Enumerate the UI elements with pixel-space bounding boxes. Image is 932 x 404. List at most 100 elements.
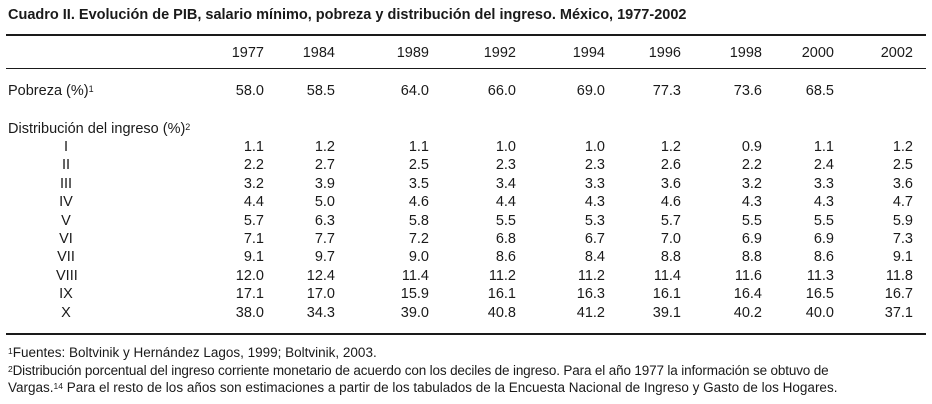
year-header-1998: 1998 [729, 45, 762, 61]
table-cell: 2.7 [314, 157, 335, 174]
table-cell: 3.4 [495, 175, 516, 192]
table-cell: 16.4 [733, 286, 762, 303]
poverty-cell: 64.0 [400, 83, 429, 99]
decile-label: IV [59, 194, 73, 211]
table-cell: 41.2 [576, 304, 605, 321]
decile-label: V [61, 212, 71, 229]
distribution-label: Distribución del ingreso (%)2 [8, 121, 191, 137]
table-cell: 7.7 [314, 231, 335, 247]
table-cell: 9.1 [892, 249, 913, 266]
decile-label: VII [57, 249, 75, 266]
table-cell: 3.2 [243, 175, 264, 192]
table-cell: 11.8 [885, 267, 913, 284]
table-cell: 11.3 [806, 267, 834, 284]
table-cell: 5.8 [408, 212, 429, 229]
table-cell: 37.1 [884, 304, 913, 321]
table-cell: 3.3 [584, 175, 605, 192]
table-cell: 1.0 [584, 139, 605, 155]
table-cell: 2.4 [813, 157, 834, 174]
table-cell: 9.0 [408, 249, 429, 266]
table-cell: 12.0 [235, 267, 264, 284]
year-header-1984: 1984 [302, 45, 335, 61]
poverty-cell: 73.6 [733, 83, 762, 99]
table-cell: 4.3 [741, 194, 762, 211]
table-cell: 16.1 [487, 286, 516, 303]
table-cell: 4.3 [813, 194, 834, 211]
year-header-1994: 1994 [572, 45, 605, 61]
table-cell: 1.1 [408, 139, 429, 155]
table-cell: 17.0 [306, 286, 335, 303]
table-cell: 6.9 [741, 231, 762, 247]
table-cell: 3.6 [892, 175, 913, 192]
table-cell: 1.1 [813, 139, 834, 155]
table-cell: 2.2 [741, 157, 762, 174]
table-cell: 7.1 [243, 231, 264, 247]
table-cell: 11.2 [577, 267, 605, 284]
top-rule [6, 34, 926, 36]
table-cell: 17.1 [235, 286, 264, 303]
table-cell: 3.9 [314, 175, 335, 192]
table-cell: 34.3 [306, 304, 335, 321]
table-cell: 1.1 [243, 139, 264, 155]
table-cell: 5.5 [741, 212, 762, 229]
decile-label: IX [59, 286, 73, 303]
table-cell: 4.6 [408, 194, 429, 211]
decile-label: II [61, 157, 71, 174]
table-cell: 4.6 [660, 194, 681, 211]
table-cell: 11.4 [653, 267, 681, 284]
year-header-1996: 1996 [648, 45, 681, 61]
table-cell: 16.5 [805, 286, 834, 303]
decile-label: III [59, 175, 73, 192]
decile-label: I [63, 139, 69, 155]
table-cell: 6.9 [813, 231, 834, 247]
table-cell: 5.3 [584, 212, 605, 229]
table-cell: 5.5 [495, 212, 516, 229]
table-cell: 8.8 [660, 249, 681, 266]
header-rule [6, 68, 926, 69]
table-cell: 1.2 [892, 139, 913, 155]
decile-label: X [61, 304, 71, 321]
table-cell: 7.2 [408, 231, 429, 247]
footnote-2-line-1: 2Distribución porcentual del ingreso cor… [8, 362, 829, 378]
table-cell: 11.6 [734, 267, 762, 284]
table-cell: 9.1 [243, 249, 264, 266]
table-cell: 5.5 [813, 212, 834, 229]
table-title: Cuadro II. Evolución de PIB, salario mín… [8, 7, 687, 23]
table-cell: 2.2 [243, 157, 264, 174]
decile-label: VIII [56, 267, 78, 284]
table-cell: 4.7 [892, 194, 913, 211]
footnotes: 1Fuentes: Boltvinik y Hernández Lagos, 1… [8, 344, 926, 397]
poverty-cell: 68.5 [805, 83, 834, 99]
table-cell: 15.9 [400, 286, 429, 303]
table-cell: 1.2 [314, 139, 335, 155]
year-header-1977: 1977 [231, 45, 264, 61]
table-cell: 7.3 [892, 231, 913, 247]
table-cell: 8.6 [495, 249, 516, 266]
table-cell: 8.4 [584, 249, 605, 266]
table-cell: 0.9 [741, 139, 762, 155]
table-cell: 2.5 [892, 157, 913, 174]
year-header-2000: 2000 [801, 45, 834, 61]
poverty-label: Pobreza (%)1 [8, 83, 94, 99]
table-cell: 8.6 [813, 249, 834, 266]
table-cell: 4.4 [243, 194, 264, 211]
table-cell: 4.4 [495, 194, 516, 211]
table-cell: 3.6 [660, 175, 681, 192]
table-cell: 39.0 [400, 304, 429, 321]
table-cell: 5.7 [660, 212, 681, 229]
table-cell: 6.3 [314, 212, 335, 229]
table-cell: 5.9 [892, 212, 913, 229]
poverty-cell: 77.3 [652, 83, 681, 99]
year-header-1989: 1989 [396, 45, 429, 61]
table-cell: 3.5 [408, 175, 429, 192]
table-cell: 5.0 [314, 194, 335, 211]
table-cell: 8.8 [741, 249, 762, 266]
table-cell: 1.0 [495, 139, 516, 155]
table-cell: 1.2 [660, 139, 681, 155]
table-cell: 40.8 [487, 304, 516, 321]
bottom-rule [6, 333, 926, 335]
poverty-cell: 58.0 [235, 83, 264, 99]
table-cell: 7.0 [660, 231, 681, 247]
table-cell: 12.4 [306, 267, 335, 284]
table-cell: 2.3 [495, 157, 516, 174]
